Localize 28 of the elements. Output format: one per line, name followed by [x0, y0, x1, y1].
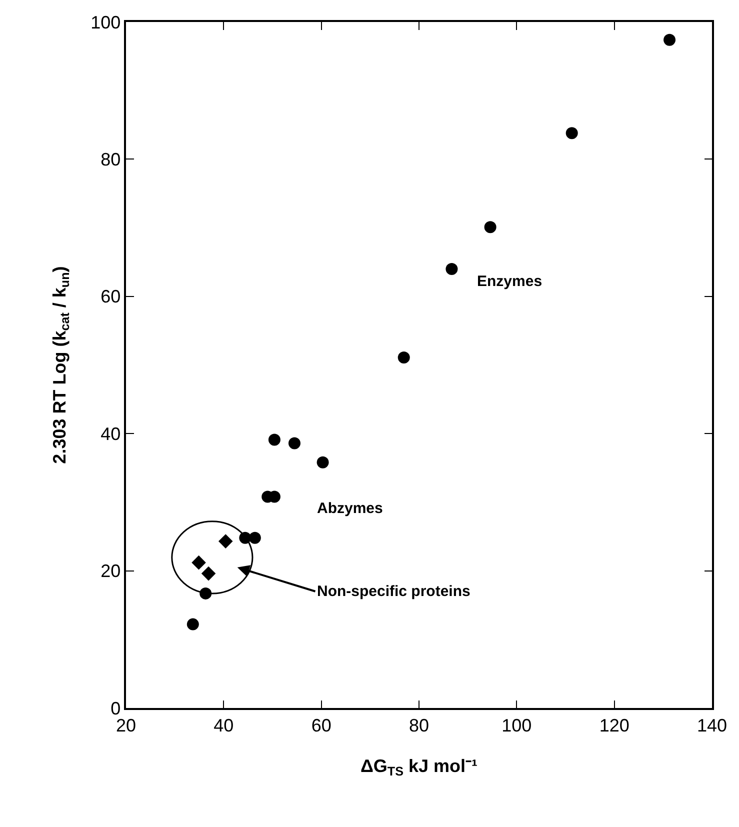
point	[192, 555, 206, 570]
point	[201, 566, 216, 581]
x-tick-label: 120	[599, 715, 630, 736]
point	[664, 34, 676, 46]
x-tick-label: 140	[696, 715, 728, 736]
point	[218, 534, 233, 548]
point	[398, 351, 410, 364]
x-tick-label: 100	[502, 715, 532, 736]
annotation: Non-specific proteins	[317, 583, 470, 600]
y-tick-label: 100	[90, 12, 121, 32]
x-tick-label: 40	[214, 715, 234, 736]
point	[484, 221, 496, 234]
y-tick-label: 20	[100, 561, 121, 582]
point	[316, 456, 329, 468]
y-tick-label: 80	[100, 150, 121, 170]
annotation: Enzymes	[477, 273, 542, 290]
annotation: Abzymes	[317, 500, 383, 517]
x-axis-title: ΔG$_{TS}$ kJ mol⁻¹	[360, 756, 478, 779]
y-tick-label: 60	[100, 286, 121, 307]
x-tick-label: 80	[408, 715, 430, 736]
point	[186, 618, 199, 630]
point	[446, 262, 458, 275]
point	[288, 437, 300, 450]
point	[566, 127, 578, 140]
point	[248, 532, 261, 544]
x-tick-label: 60	[311, 715, 332, 736]
point	[268, 434, 280, 446]
y-tick-label: 40	[100, 424, 121, 444]
